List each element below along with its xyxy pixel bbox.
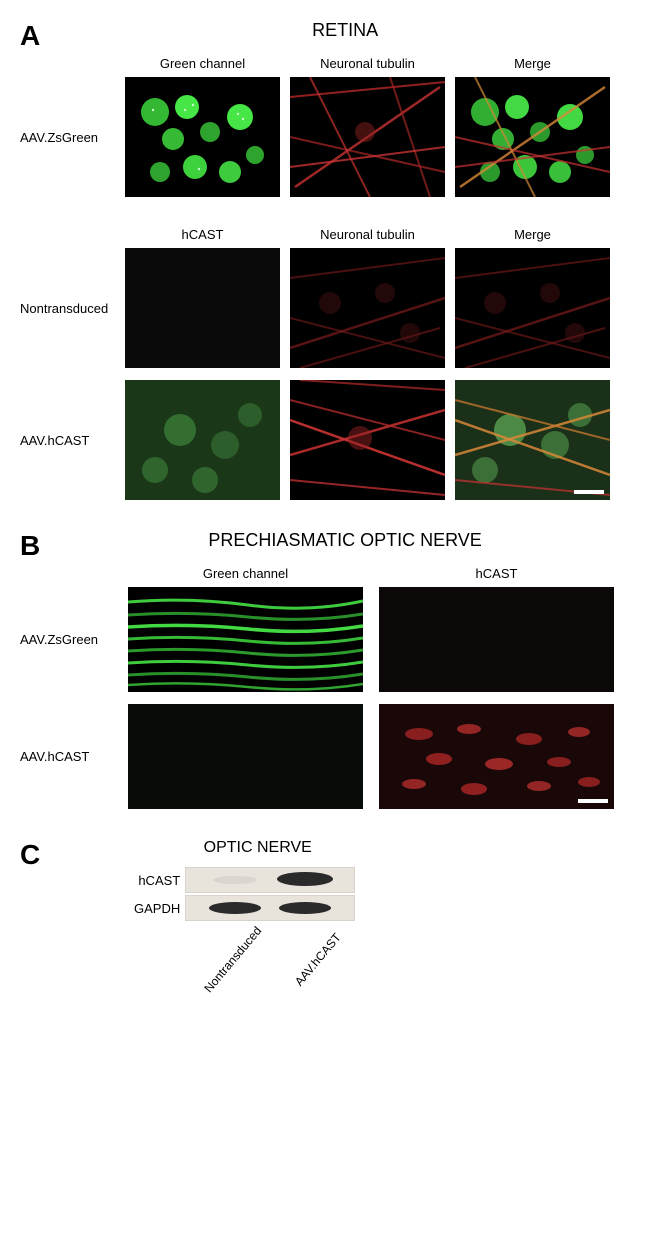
col-label: Merge xyxy=(455,227,610,242)
panel-c-title: OPTIC NERVE xyxy=(160,839,355,857)
panel-a-col-headers-top: Green channel Neuronal tubulin Merge xyxy=(120,56,630,71)
panel-a-row-2: Nontransduced xyxy=(20,248,630,368)
panel-b-col-headers: Green channel hCAST xyxy=(120,566,630,581)
row-label: AAV.ZsGreen xyxy=(20,632,120,647)
panel-a-letter: A xyxy=(20,20,40,52)
col-label: Merge xyxy=(455,56,610,71)
micrograph-black xyxy=(125,248,280,368)
col-label: Neuronal tubulin xyxy=(290,56,445,71)
panel-b-row-1: AAV.ZsGreen xyxy=(20,587,630,692)
micrograph-merge xyxy=(455,77,610,197)
micrograph-green-diffuse xyxy=(125,380,280,500)
row-label: AAV.hCAST xyxy=(20,749,120,764)
panel-b-letter: B xyxy=(20,530,40,562)
panel-a-header: A RETINA xyxy=(20,20,630,56)
col-label: Green channel xyxy=(128,566,363,581)
micrograph-red-dim xyxy=(455,248,610,368)
western-blot: OPTIC NERVE hCAST GAPDH Nont xyxy=(120,839,355,1029)
blot-row-hcast: hCAST xyxy=(120,867,355,893)
blot-strip xyxy=(185,867,355,893)
micrograph-merge-diffuse xyxy=(455,380,610,500)
blot-label: hCAST xyxy=(120,873,180,888)
blot-row-gapdh: GAPDH xyxy=(120,895,355,921)
blot-label: GAPDH xyxy=(120,901,180,916)
row-label: AAV.hCAST xyxy=(20,433,120,448)
panel-c-letter: C xyxy=(20,839,40,871)
panel-a: A RETINA Green channel Neuronal tubulin … xyxy=(20,20,630,500)
panel-a-title: RETINA xyxy=(60,20,630,41)
col-label: hCAST xyxy=(125,227,280,242)
micrograph-red-dim xyxy=(290,248,445,368)
micrograph-red-fibers xyxy=(290,77,445,197)
col-label: Neuronal tubulin xyxy=(290,227,445,242)
micrograph-black xyxy=(128,704,363,809)
micrograph-green-cells xyxy=(125,77,280,197)
col-label: hCAST xyxy=(379,566,614,581)
panel-b: B PRECHIASMATIC OPTIC NERVE Green channe… xyxy=(20,530,630,809)
micrograph-red-diffuse xyxy=(379,704,614,809)
blot-sample-labels: Nontransduced AAV.hCAST xyxy=(185,925,355,969)
col-label: Green channel xyxy=(125,56,280,71)
panel-b-header: B PRECHIASMATIC OPTIC NERVE xyxy=(20,530,630,566)
panel-a-row-3: AAV.hCAST xyxy=(20,380,630,500)
scale-bar xyxy=(578,799,608,803)
blot-strip xyxy=(185,895,355,921)
panel-a-row-1: AAV.ZsGreen xyxy=(20,77,630,197)
panel-b-title: PRECHIASMATIC OPTIC NERVE xyxy=(60,530,630,551)
scale-bar xyxy=(574,490,604,494)
panel-a-col-headers-mid: hCAST Neuronal tubulin Merge xyxy=(120,227,630,242)
panel-c: C OPTIC NERVE hCAST GAPDH xyxy=(20,839,630,1029)
micrograph-red-fibers xyxy=(290,380,445,500)
micrograph-green-stripes xyxy=(128,587,363,692)
row-label: Nontransduced xyxy=(20,301,120,316)
row-label: AAV.ZsGreen xyxy=(20,130,120,145)
micrograph-black xyxy=(379,587,614,692)
panel-b-row-2: AAV.hCAST xyxy=(20,704,630,809)
